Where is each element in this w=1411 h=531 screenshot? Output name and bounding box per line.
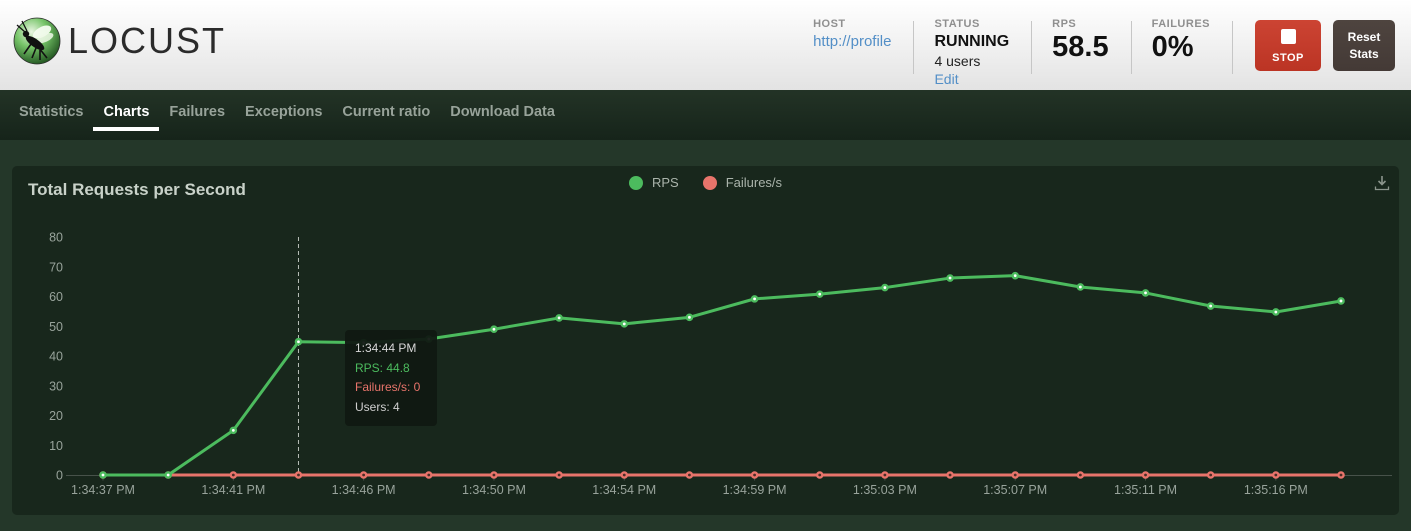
stop-button[interactable]: STOP bbox=[1255, 20, 1321, 71]
divider bbox=[1031, 21, 1033, 74]
svg-text:0: 0 bbox=[56, 469, 63, 483]
svg-text:1:35:11 PM: 1:35:11 PM bbox=[1114, 483, 1177, 497]
svg-text:1:35:03 PM: 1:35:03 PM bbox=[853, 483, 917, 497]
tab-current-ratio[interactable]: Current ratio bbox=[342, 104, 431, 120]
svg-text:80: 80 bbox=[49, 231, 63, 245]
svg-text:70: 70 bbox=[49, 260, 63, 274]
tab-download-data[interactable]: Download Data bbox=[450, 104, 555, 120]
svg-text:1:34:59 PM: 1:34:59 PM bbox=[723, 483, 787, 497]
locust-logo[interactable]: LOCUST bbox=[13, 17, 226, 65]
svg-text:30: 30 bbox=[49, 379, 63, 393]
svg-text:1:34:50 PM: 1:34:50 PM bbox=[462, 483, 526, 497]
svg-text:60: 60 bbox=[49, 290, 63, 304]
svg-text:1:34:37 PM: 1:34:37 PM bbox=[71, 483, 135, 497]
download-chart-icon[interactable] bbox=[1373, 174, 1391, 192]
rps-value: 58.5 bbox=[1052, 31, 1109, 63]
failures-legend-label: Failures/s bbox=[725, 175, 783, 190]
tooltip-time: 1:34:44 PM bbox=[355, 341, 417, 355]
stop-icon bbox=[1280, 28, 1296, 44]
svg-text:1:35:07 PM: 1:35:07 PM bbox=[983, 483, 1047, 497]
svg-text:1:34:41 PM: 1:34:41 PM bbox=[201, 483, 265, 497]
main-nav: Statistics Charts Failures Exceptions Cu… bbox=[0, 90, 1411, 140]
chart-title: Total Requests per Second bbox=[28, 180, 246, 199]
rps-line-chart: 1:34:37 PM 1:34:41 PM 1:34:46 PM 1:34:50 PM… bbox=[49, 231, 1392, 497]
failures-label: FAILURES bbox=[1151, 18, 1210, 30]
host-link[interactable]: http://profile bbox=[813, 33, 892, 50]
status-label: STATUS bbox=[934, 18, 980, 30]
content-area: Total Requests per Second RPS Failures/s… bbox=[0, 140, 1411, 531]
failures-value: 0% bbox=[1151, 31, 1194, 63]
tab-exceptions[interactable]: Exceptions bbox=[245, 104, 323, 120]
legend-item-failures[interactable]: Failures/s bbox=[702, 175, 783, 190]
rps-legend-label: RPS bbox=[651, 175, 679, 190]
logo-text: LOCUST bbox=[68, 20, 227, 61]
host-info: HOST http://profile bbox=[813, 0, 913, 51]
locust-logo-icon bbox=[13, 17, 61, 65]
svg-text:1:35:16 PM: 1:35:16 PM bbox=[1244, 483, 1308, 497]
rps-label: RPS bbox=[1052, 18, 1077, 30]
edit-link[interactable]: Edit bbox=[934, 71, 959, 87]
failures-legend-dot bbox=[702, 175, 717, 190]
svg-text:10: 10 bbox=[49, 439, 63, 453]
divider bbox=[1232, 21, 1233, 74]
host-label: HOST bbox=[813, 18, 846, 30]
status-info: STATUS RUNNING 4 users Edit bbox=[914, 0, 1031, 89]
rps-info: RPS 58.5 bbox=[1032, 0, 1130, 62]
top-header: LOCUST HOST http://profile STATUS RUNNIN… bbox=[0, 0, 1411, 90]
reset-stats-button[interactable]: Reset Stats bbox=[1333, 20, 1395, 71]
stop-button-label: STOP bbox=[1272, 51, 1304, 64]
legend-item-rps[interactable]: RPS bbox=[628, 175, 679, 190]
header-info-bar: HOST http://profile STATUS RUNNING 4 use… bbox=[813, 0, 1395, 90]
status-value: RUNNING bbox=[934, 33, 1010, 50]
svg-text:50: 50 bbox=[49, 320, 63, 334]
tooltip-rps: RPS: 44.8 bbox=[355, 360, 410, 375]
svg-text:40: 40 bbox=[49, 350, 63, 364]
chart-panel: Total Requests per Second RPS Failures/s… bbox=[12, 166, 1399, 515]
tooltip-failures: Failures/s: 0 bbox=[355, 380, 421, 394]
tooltip-users: Users: 4 bbox=[355, 399, 400, 414]
tab-charts[interactable]: Charts bbox=[93, 90, 160, 131]
user-count: 4 users bbox=[934, 53, 981, 69]
svg-text:1:34:46 PM: 1:34:46 PM bbox=[332, 483, 396, 497]
tab-statistics[interactable]: Statistics bbox=[19, 104, 84, 120]
rps-legend-dot bbox=[628, 175, 643, 190]
divider bbox=[1130, 21, 1132, 74]
tab-failures[interactable]: Failures bbox=[169, 104, 226, 120]
failures-info: FAILURES 0% bbox=[1132, 0, 1232, 62]
svg-text:1:34:54 PM: 1:34:54 PM bbox=[592, 483, 656, 497]
chart-tooltip: 1:34:44 PM RPS: 44.8 Failures/s: 0 Users… bbox=[345, 330, 437, 426]
svg-text:20: 20 bbox=[49, 409, 63, 423]
divider bbox=[913, 21, 915, 74]
chart-legend: RPS Failures/s bbox=[12, 175, 1399, 190]
